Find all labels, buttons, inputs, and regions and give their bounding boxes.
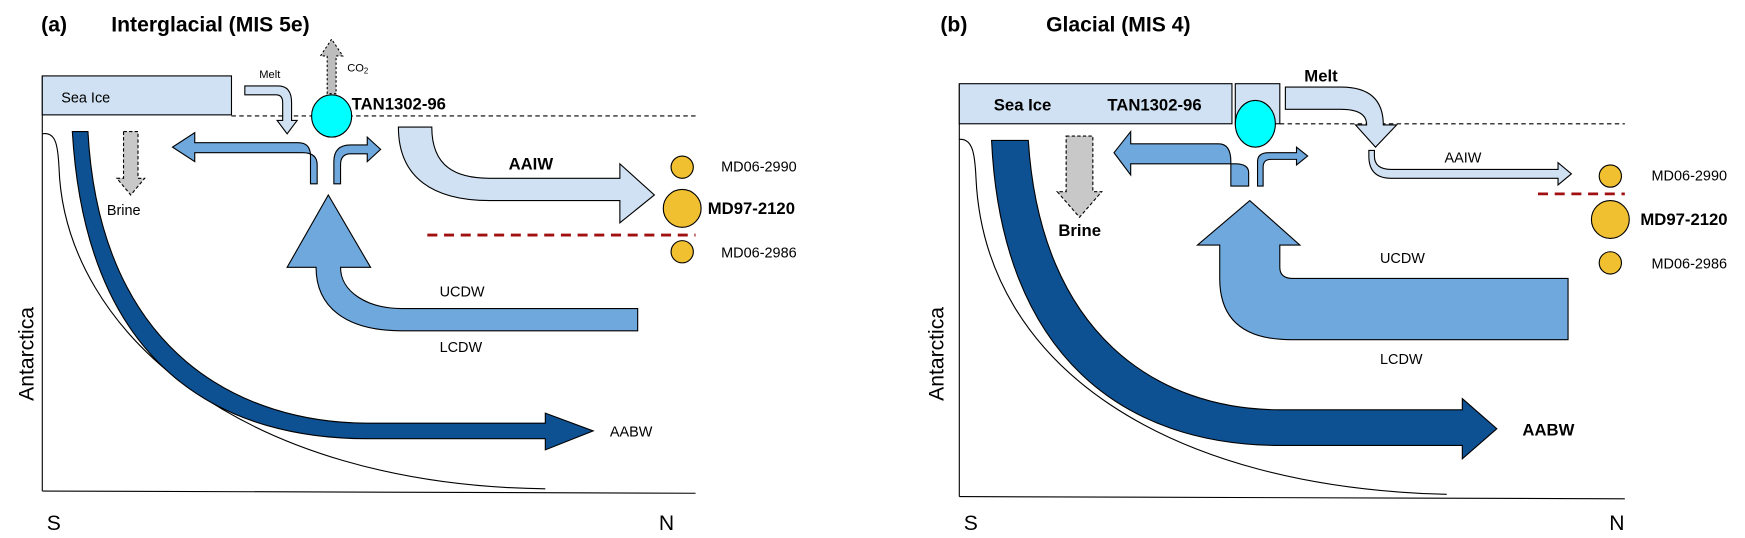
md06-2986-site-marker <box>670 240 694 264</box>
aabw-label: AABW <box>610 424 653 440</box>
tan1302-96-label: TAN1302-96 <box>1107 95 1201 114</box>
ucdw-label: UCDW <box>440 284 485 300</box>
x-axis-north-label: N <box>659 512 674 535</box>
x-axis <box>42 490 696 494</box>
aaiw-arrow <box>1368 149 1573 187</box>
sea-ice-box <box>958 83 1233 125</box>
aabw-label: AABW <box>1522 420 1574 439</box>
brine-arrow <box>115 131 146 196</box>
cdw-upwelling-arrow <box>1195 199 1569 341</box>
md97-2120-label: MD97-2120 <box>1640 210 1727 229</box>
aabw-arrow <box>71 131 595 451</box>
y-axis-label: Antarctica <box>926 307 949 401</box>
panel-title: Interglacial (MIS 5e) <box>111 13 309 36</box>
melt-label: Melt <box>1304 66 1338 85</box>
aaiw-label: AAIW <box>1445 151 1482 167</box>
northward-surface-divergence-right-arrow <box>333 135 382 185</box>
melt-label: Melt <box>259 69 280 81</box>
panel-letter: (b) <box>940 13 967 36</box>
x-axis-south-label: S <box>964 512 978 535</box>
md06-2986-site-marker <box>1598 251 1623 275</box>
tan1302-96-site-marker <box>311 94 353 138</box>
x-axis-north-label: N <box>1609 512 1624 535</box>
co2-label: CO2 <box>347 62 368 75</box>
brine-label: Brine <box>1058 221 1101 240</box>
panel-letter: (a) <box>41 13 67 36</box>
lcdw-label: LCDW <box>440 340 483 356</box>
panel-glacial: (b) Glacial (MIS 4) Antarctica S N Sea I… <box>926 13 1728 535</box>
ucdw-label: UCDW <box>1380 251 1425 267</box>
sea-ice-label: Sea Ice <box>61 91 110 107</box>
northward-surface-divergence-left-arrow <box>1113 129 1250 187</box>
aabw-arrow <box>990 139 1498 460</box>
md97-2120-label: MD97-2120 <box>708 199 795 218</box>
md06-2990-site-marker <box>1598 164 1623 188</box>
md97-2120-site-marker <box>1590 200 1630 239</box>
panel-title: Glacial (MIS 4) <box>1046 13 1190 36</box>
aaiw-arrow <box>397 126 656 224</box>
sea-ice-box <box>41 75 233 116</box>
northward-surface-divergence-left-arrow <box>171 131 318 185</box>
cdw-upwelling-arrow <box>286 193 639 332</box>
brine-label: Brine <box>107 203 141 219</box>
co2-outgassing-arrow <box>319 38 344 95</box>
md06-2990-site-marker <box>670 155 694 179</box>
md06-2986-label: MD06-2986 <box>1652 256 1728 272</box>
melt-arrow <box>244 85 299 135</box>
aaiw-label: AAIW <box>509 154 554 173</box>
tan1302-96-label: TAN1302-96 <box>352 94 446 113</box>
continental-slope-line <box>42 133 546 490</box>
lcdw-label: LCDW <box>1380 352 1423 368</box>
melt-arrow <box>1284 86 1398 148</box>
md97-2120-site-marker <box>662 188 702 228</box>
y-axis-label: Antarctica <box>15 307 38 401</box>
md06-2990-label: MD06-2990 <box>1652 169 1728 185</box>
sea-ice-label: Sea Ice <box>994 95 1052 114</box>
x-axis-south-label: S <box>47 512 61 535</box>
md06-2986-label: MD06-2986 <box>721 245 797 261</box>
brine-arrow <box>1056 135 1103 219</box>
panel-interglacial: (a) Interglacial (MIS 5e) Antarctica S N… <box>15 13 796 535</box>
tan1302-96-site-marker <box>1234 99 1276 148</box>
x-axis <box>959 496 1625 500</box>
northward-surface-divergence-right-arrow <box>1257 145 1309 187</box>
md06-2990-label: MD06-2990 <box>721 160 797 176</box>
continental-slope-line <box>959 138 1447 495</box>
